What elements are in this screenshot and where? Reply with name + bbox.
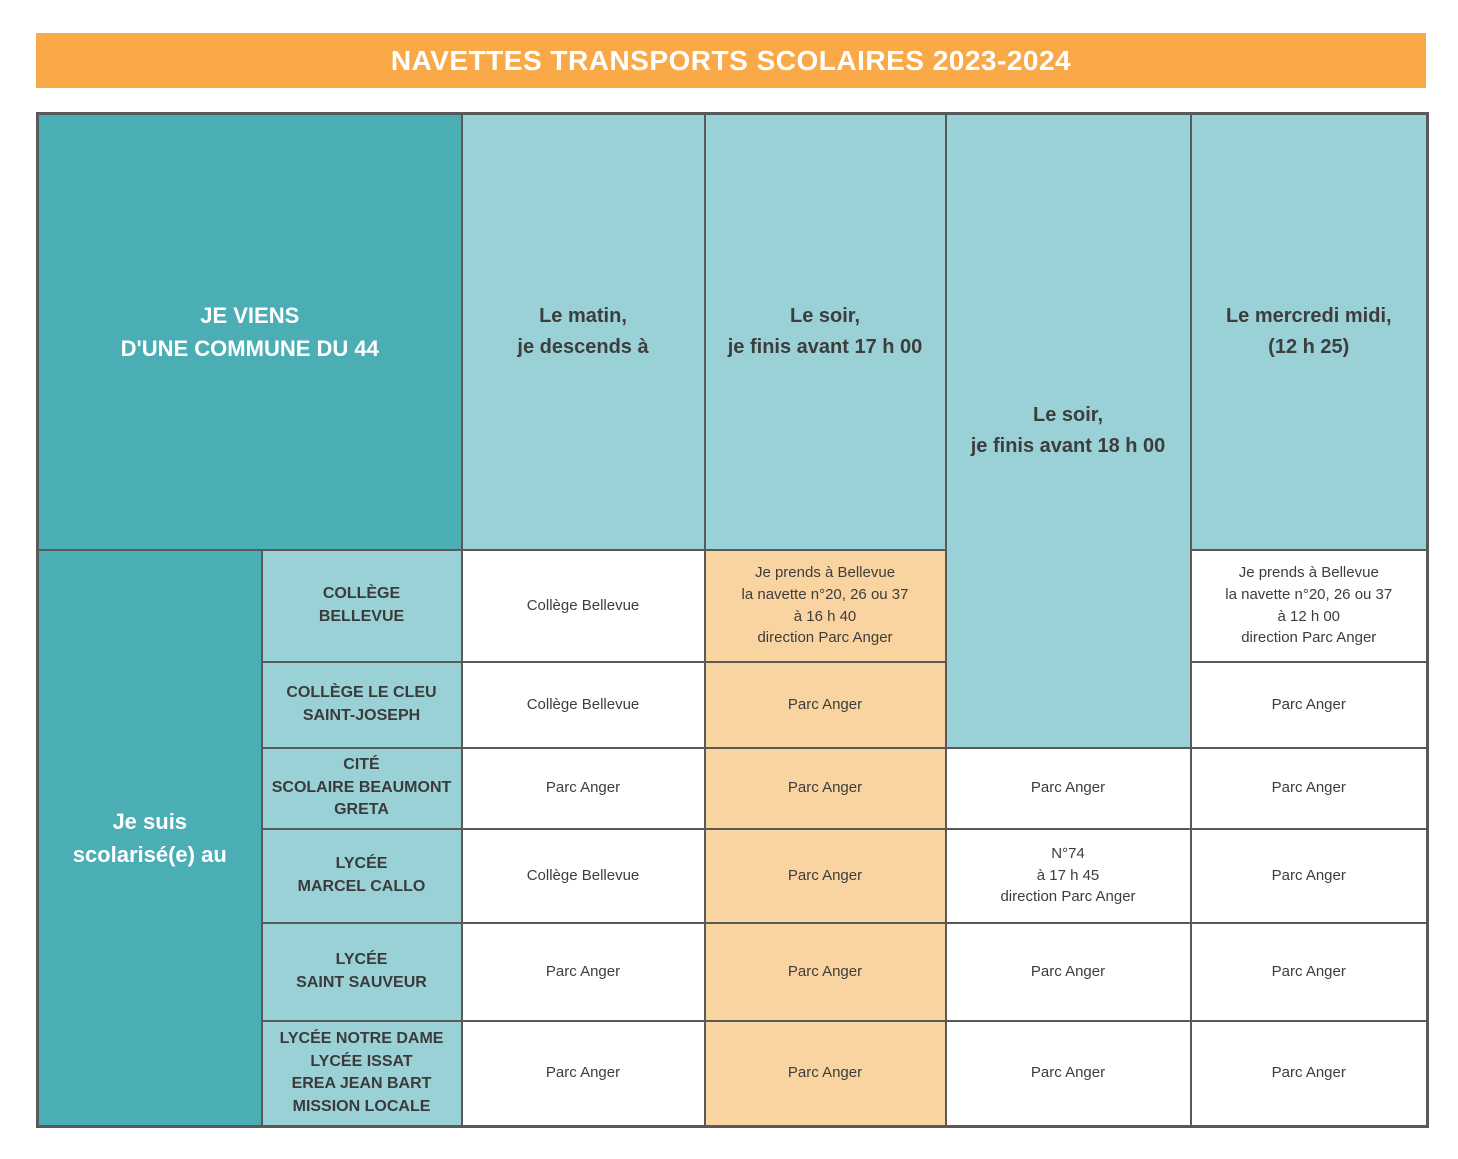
cell-bellevue-evening-17: Je prends à Bellevue la navette n°20, 26…: [703, 548, 947, 663]
header-morning-cell: Le matin, je descends à: [460, 112, 706, 551]
cell-le-cleu-evening-17: Parc Anger: [703, 660, 947, 749]
school-cite-scolaire-beaumont: CITÉ SCOLAIRE BEAUMONT GRETA: [260, 746, 463, 830]
cell-bellevue-wednesday: Je prends à Bellevue la navette n°20, 26…: [1189, 548, 1429, 663]
school-college-bellevue: COLLÈGE BELLEVUE: [260, 548, 463, 663]
header-wednesday-cell: Le mercredi midi, (12 h 25): [1189, 112, 1429, 551]
header-evening-17-cell: Le soir, je finis avant 17 h 00: [703, 112, 947, 551]
cell-beaumont-morning: Parc Anger: [460, 746, 706, 830]
header-origin-cell: JE VIENS D'UNE COMMUNE DU 44: [36, 112, 463, 551]
cell-beaumont-wednesday: Parc Anger: [1189, 746, 1429, 830]
row-college-le-cleu: COLLÈGE LE CLEU SAINT-JOSEPH Collège Bel…: [38, 660, 1429, 749]
cell-le-cleu-wednesday: Parc Anger: [1189, 660, 1429, 749]
cell-saint-sauveur-morning: Parc Anger: [460, 921, 706, 1022]
cell-beaumont-evening-17: Parc Anger: [703, 746, 947, 830]
cell-notre-dame-evening-18: Parc Anger: [944, 1019, 1192, 1128]
cell-marcel-callo-morning: Collège Bellevue: [460, 827, 706, 924]
cell-notre-dame-morning: Parc Anger: [460, 1019, 706, 1128]
row-lycee-marcel-callo: LYCÉE MARCEL CALLO Collège Bellevue Parc…: [38, 827, 1429, 924]
cell-le-cleu-morning: Collège Bellevue: [460, 660, 706, 749]
school-lycee-notre-dame-group: LYCÉE NOTRE DAME LYCÉE ISSAT EREA JEAN B…: [260, 1019, 463, 1128]
cell-marcel-callo-evening-18: N°74 à 17 h 45 direction Parc Anger: [944, 827, 1192, 924]
row-group-label: Je suis scolarisé(e) au: [36, 548, 263, 1128]
title-banner: NAVETTES TRANSPORTS SCOLAIRES 2023-2024: [36, 33, 1426, 88]
school-college-le-cleu: COLLÈGE LE CLEU SAINT-JOSEPH: [260, 660, 463, 749]
cell-saint-sauveur-evening-18: Parc Anger: [944, 921, 1192, 1022]
row-lycee-saint-sauveur: LYCÉE SAINT SAUVEUR Parc Anger Parc Ange…: [38, 921, 1429, 1022]
cell-marcel-callo-evening-17: Parc Anger: [703, 827, 947, 924]
cell-notre-dame-wednesday: Parc Anger: [1189, 1019, 1429, 1128]
shuttle-schedule-table: JE VIENS D'UNE COMMUNE DU 44 Le matin, j…: [36, 112, 1429, 1128]
cell-saint-sauveur-evening-17: Parc Anger: [703, 921, 947, 1022]
cell-notre-dame-evening-17: Parc Anger: [703, 1019, 947, 1128]
row-college-bellevue: Je suis scolarisé(e) au COLLÈGE BELLEVUE…: [36, 548, 1429, 1128]
row-lycee-notre-dame-group: LYCÉE NOTRE DAME LYCÉE ISSAT EREA JEAN B…: [38, 1019, 1429, 1128]
header-evening-18-cell: Le soir, je finis avant 18 h 00: [944, 112, 1192, 749]
row-cite-scolaire-beaumont: CITÉ SCOLAIRE BEAUMONT GRETA Parc Anger …: [38, 746, 1429, 830]
cell-bellevue-morning: Collège Bellevue: [460, 548, 706, 663]
header-row: JE VIENS D'UNE COMMUNE DU 44 Le matin, j…: [36, 112, 1429, 749]
cell-beaumont-evening-18: Parc Anger: [944, 746, 1192, 830]
cell-marcel-callo-wednesday: Parc Anger: [1189, 827, 1429, 924]
cell-saint-sauveur-wednesday: Parc Anger: [1189, 921, 1429, 1022]
school-lycee-marcel-callo: LYCÉE MARCEL CALLO: [260, 827, 463, 924]
school-lycee-saint-sauveur: LYCÉE SAINT SAUVEUR: [260, 921, 463, 1022]
page-title: NAVETTES TRANSPORTS SCOLAIRES 2023-2024: [390, 44, 1072, 76]
